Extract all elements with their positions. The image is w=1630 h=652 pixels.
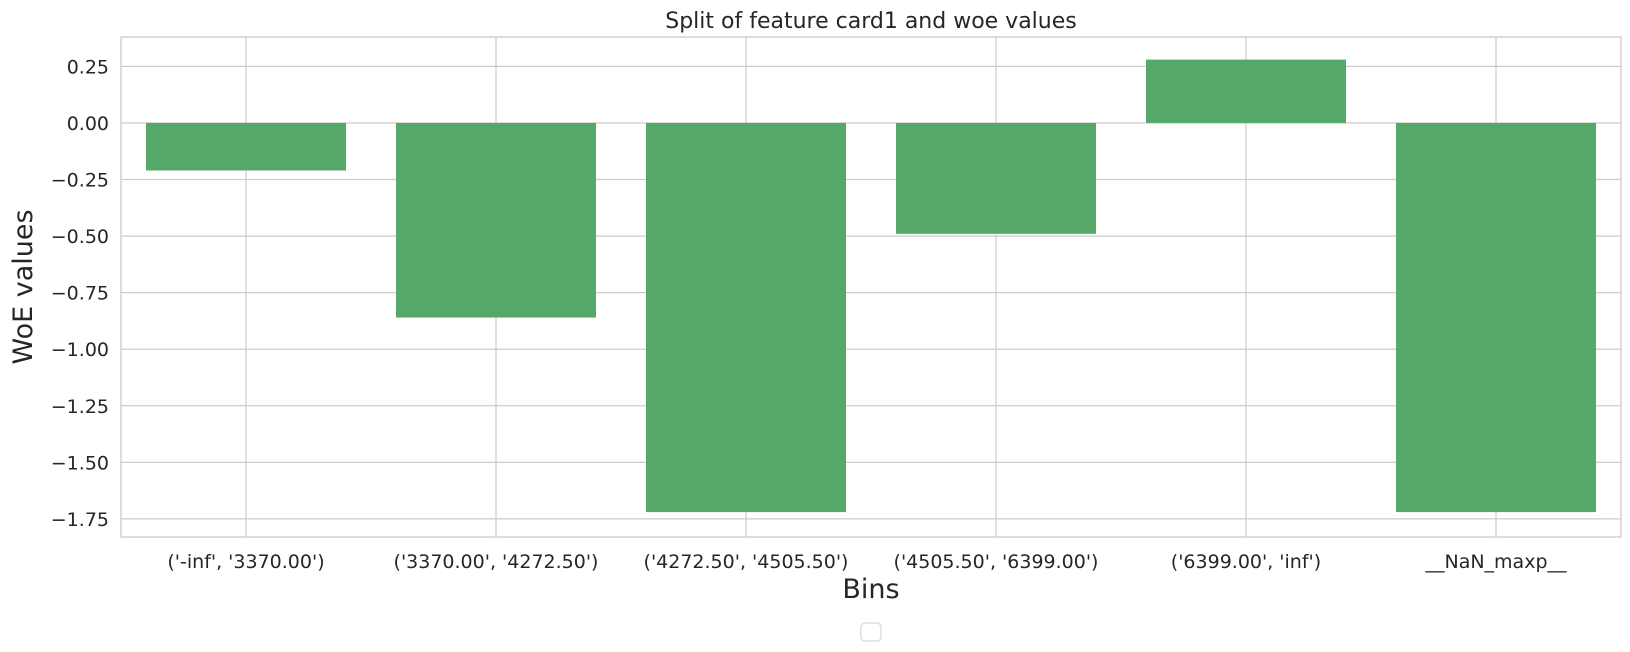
x-tick-labels: ('-inf', '3370.00') ('3370.00', '4272.50'… <box>167 551 1567 573</box>
x-tick-label: ('6399.00', 'inf') <box>1171 551 1321 573</box>
bar <box>646 122 846 513</box>
bar <box>396 122 596 318</box>
grid-layer <box>121 37 1621 537</box>
bar <box>1146 59 1346 123</box>
x-tick-label: ('4272.50', '4505.50') <box>644 551 849 573</box>
y-tick-labels: 0.25 0.00 −0.25 −0.50 −0.75 −1.00 −1.25 −1.50 −1… <box>51 56 109 530</box>
x-tick-label: __NaN_maxp__ <box>1424 551 1567 573</box>
y-tick-label: −0.25 <box>51 170 109 192</box>
y-tick-label: −1.75 <box>51 509 109 531</box>
y-tick-label: −1.00 <box>51 339 109 361</box>
x-axis-label: Bins <box>842 574 899 605</box>
bar <box>1396 122 1596 513</box>
x-tick-label: ('3370.00', '4272.50') <box>394 551 599 573</box>
legend-box <box>860 622 882 642</box>
chart-title: Split of feature card1 and woe values <box>665 9 1077 34</box>
x-tick-label: ('4505.50', '6399.00') <box>894 551 1099 573</box>
y-tick-label: 0.00 <box>67 113 109 135</box>
y-tick-label: −0.75 <box>51 283 109 305</box>
y-axis-label: WoE values <box>8 209 39 364</box>
bar <box>896 122 1096 234</box>
x-tick-label: ('-inf', '3370.00') <box>167 551 324 573</box>
plot-frame <box>120 36 1622 538</box>
bar <box>146 122 346 171</box>
y-tick-label: −1.25 <box>51 396 109 418</box>
y-tick-label: −0.50 <box>51 226 109 248</box>
bars-layer <box>146 59 1596 513</box>
y-tick-label: 0.25 <box>67 56 109 78</box>
y-tick-label: −1.50 <box>51 452 109 474</box>
